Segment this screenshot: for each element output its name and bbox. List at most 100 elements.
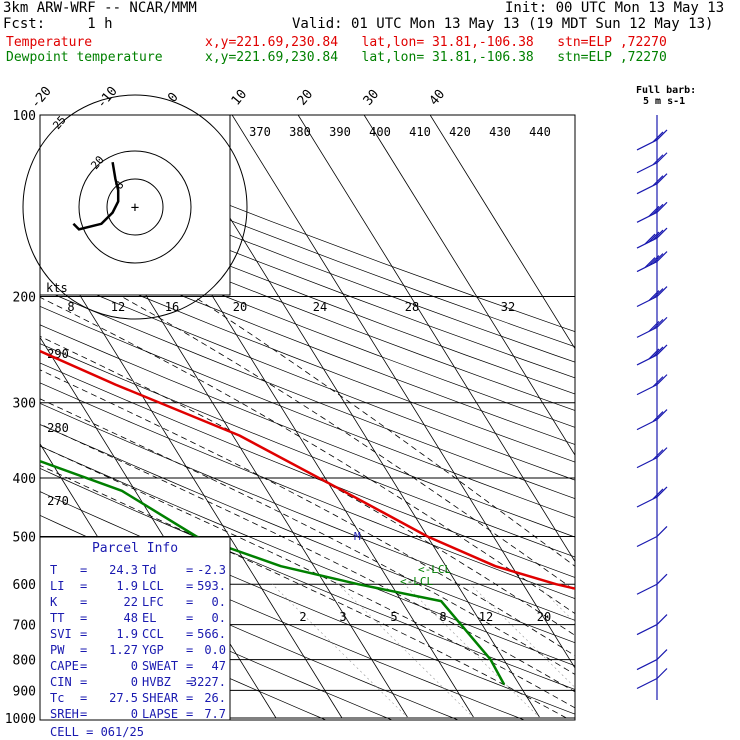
init-time: Init: 00 UTC Mon 13 May 13	[505, 0, 725, 16]
forecast-hour: Fcst: 1 h	[3, 16, 113, 32]
wind-barb	[636, 286, 668, 308]
wind-barb	[636, 344, 668, 366]
temperature-label: Temperature	[6, 35, 93, 50]
parcel-label-ygp: YGP	[142, 643, 164, 657]
dry-adiabat	[40, 253, 575, 463]
isotherm-label-40: 40	[427, 87, 449, 109]
equals-sign: =	[80, 707, 87, 721]
mixing-ratio-lower-label-12: 12	[479, 610, 493, 624]
dry-adiabat	[40, 188, 575, 395]
theta-e-label-370: 370	[249, 125, 271, 139]
dry-adiabat	[40, 306, 575, 518]
isotherm-40	[429, 115, 575, 350]
moist-adiabat	[40, 423, 575, 693]
pressure-label-300: 300	[13, 397, 36, 412]
equals-sign: =	[186, 691, 193, 705]
parcel-value-t: 24.3	[109, 563, 138, 577]
isotherm-label--10: -10	[94, 84, 121, 112]
pressure-label-600: 600	[13, 578, 36, 593]
isotherm-label-0: 0	[165, 90, 182, 106]
dry-adiabat	[40, 591, 327, 720]
equals-sign: =	[80, 659, 87, 673]
parcel-label-lfc: LFC	[142, 595, 164, 609]
equals-sign: =	[186, 643, 193, 657]
pressure-label-400: 400	[13, 472, 36, 487]
parcel-label-hvbz: HVBZ	[142, 675, 171, 689]
parcel-label-cape: CAPE	[50, 659, 79, 673]
equals-sign: =	[186, 611, 193, 625]
pressure-label-800: 800	[13, 654, 36, 669]
dewpoint-label: Dewpoint temperature	[6, 50, 163, 65]
parcel-value-lapse: 7.7	[204, 707, 226, 721]
parcel-value-tc: 27.5	[109, 691, 138, 705]
barb-legend-label: Full barb:	[636, 85, 696, 96]
wind-barb	[636, 614, 668, 636]
mixing-ratio-upper-label-12: 12	[111, 300, 125, 314]
equals-sign: =	[186, 707, 193, 721]
theta-e-label-430: 430	[489, 125, 511, 139]
wind-barb	[636, 316, 668, 338]
parcel-label-pw: PW	[50, 643, 65, 657]
parcel-label-sweat: SWEAT	[142, 659, 178, 673]
equals-sign: =	[186, 659, 193, 673]
mixing-ratio-line	[272, 584, 409, 719]
barb-legend-unit: 5 m s-1	[643, 96, 685, 107]
pressure-label-1000: 1000	[5, 712, 36, 727]
hodograph-ring	[22, 94, 248, 320]
pressure-label-500: 500	[13, 530, 36, 545]
dry-adiabat-label-280: 280	[47, 421, 69, 435]
mixing-ratio-upper-label-28: 28	[405, 300, 419, 314]
dry-adiabat-label-270: 270	[47, 494, 69, 508]
temperature-profile	[40, 349, 575, 590]
equals-sign: =	[80, 579, 87, 593]
parcel-marker: M	[354, 530, 361, 543]
dewpoint-station-info: x,y=221.69,230.84 lat,lon= 31.81,-106.38…	[205, 50, 667, 65]
dry-adiabat	[40, 236, 575, 445]
moist-adiabat	[40, 296, 575, 615]
wind-barb	[636, 649, 668, 671]
wind-barb	[636, 374, 668, 396]
parcel-label-tc: Tc	[50, 691, 64, 705]
equals-sign: =	[80, 595, 87, 609]
moist-adiabat	[193, 296, 575, 567]
mixing-ratio-lower-label-3: 3	[339, 610, 346, 624]
dewpoint-profile	[40, 459, 506, 686]
parcel-value-cin: 0	[131, 675, 138, 689]
theta-e-label-380: 380	[289, 125, 311, 139]
mixing-ratio-upper-label-24: 24	[313, 300, 327, 314]
hodograph-frame	[39, 114, 231, 296]
parcel-label-svi: SVI	[50, 627, 72, 641]
isotherm-30	[363, 115, 575, 456]
mixing-ratio-lower-label-8: 8	[439, 610, 446, 624]
parcel-label-shear: SHEAR	[142, 691, 179, 705]
dry-adiabat	[40, 270, 575, 481]
equals-sign: =	[80, 563, 87, 577]
dry-adiabat	[40, 288, 575, 499]
mixing-ratio-lower-label-5: 5	[390, 610, 397, 624]
parcel-label-cin: CIN	[50, 675, 72, 689]
mixing-ratio-upper-label-32: 32	[501, 300, 515, 314]
parcel-value-tt: 48	[124, 611, 138, 625]
lcl-marker: <-LCL	[400, 575, 433, 588]
parcel-value-pw: 1.27	[109, 643, 138, 657]
pressure-label-200: 200	[13, 291, 36, 306]
mixing-ratio-line	[668, 584, 740, 718]
equals-sign: =	[186, 675, 193, 689]
isotherm-label--20: -20	[28, 84, 55, 112]
theta-e-label-390: 390	[329, 125, 351, 139]
isotherm--80	[0, 115, 12, 718]
pressure-label-700: 700	[13, 619, 36, 634]
parcel-label-tt: TT	[50, 611, 64, 625]
parcel-value-lfc: 0.	[212, 595, 226, 609]
parcel-value-svi: 1.9	[116, 627, 138, 641]
parcel-value-hvbz: 3227.	[190, 675, 226, 689]
parcel-value-cape: 0	[131, 659, 138, 673]
parcel-value-k: 22	[124, 595, 138, 609]
dry-adiabat	[40, 204, 575, 411]
valid-time: Valid: 01 UTC Mon 13 May 13 (19 MDT Sun …	[292, 16, 714, 32]
parcel-value-ccl: 566.	[197, 627, 226, 641]
dry-adiabat	[40, 343, 575, 558]
parcel-value-sweat: 47	[212, 659, 226, 673]
theta-e-label-400: 400	[369, 125, 391, 139]
